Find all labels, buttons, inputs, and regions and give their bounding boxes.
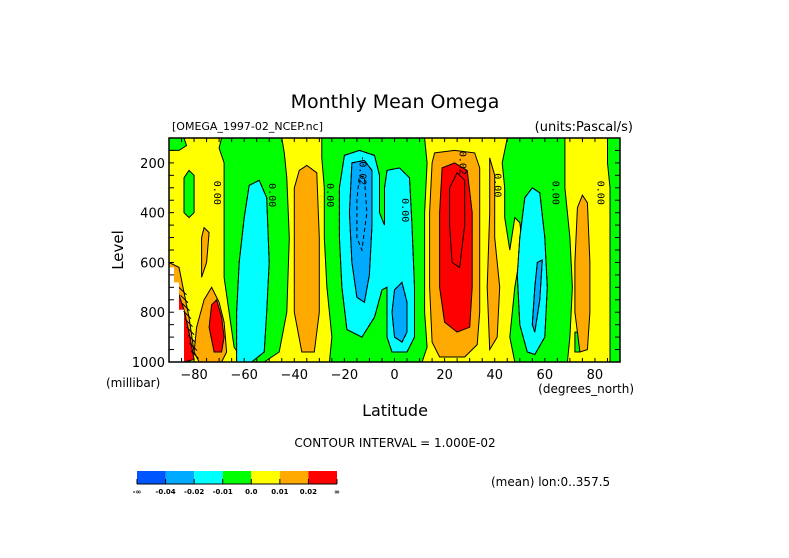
legend-swatch — [222, 471, 252, 484]
y-tick-label: 800 — [140, 306, 165, 321]
x-tick-labels: −80 −60 −40 −20 0 20 40 60 80 — [180, 368, 603, 383]
legend-swatch — [308, 471, 337, 484]
x-tick-label: 60 — [537, 368, 554, 383]
negative-contour-line — [391, 281, 408, 343]
contour-label: 0.02 — [457, 151, 468, 175]
legend-swatch — [279, 471, 309, 484]
negative-contour-line — [236, 179, 270, 362]
contour-interval-label: CONTOUR INTERVAL = 1.000E-02 — [294, 436, 495, 450]
contour-region-green — [169, 138, 188, 151]
contour-region-orange — [574, 194, 591, 353]
contour-label: 0.00 — [324, 183, 335, 207]
negative-contour-line — [531, 259, 543, 333]
contour-region-red — [208, 298, 225, 353]
y-units-label: (millibar) — [106, 376, 160, 390]
negative-contour-line — [338, 149, 415, 353]
legend-label: -0.01 — [213, 488, 233, 496]
legend-label: -0.04 — [155, 488, 175, 496]
mean-label: (mean) lon:0..357.5 — [491, 475, 610, 489]
legend-label: -0.02 — [184, 488, 204, 496]
y-tick-label: 1000 — [132, 356, 165, 371]
contour-label: 0.00 — [399, 198, 410, 222]
y-axis-label: Level — [109, 230, 127, 270]
dense-contour-line — [180, 294, 189, 304]
contour-region-red — [439, 162, 473, 333]
y-tick-label: 200 — [140, 157, 165, 172]
dense-contour-line — [189, 342, 198, 351]
x-tick-label: 20 — [436, 368, 453, 383]
x-tick-label: 80 — [587, 368, 604, 383]
x-tick-label: −40 — [281, 368, 308, 383]
chart-title: Monthly Mean Omega — [291, 91, 500, 113]
units-label: (units:Pascal/s) — [535, 120, 633, 135]
x-tick-label: 0 — [390, 368, 398, 383]
legend-label: 0.0 — [245, 488, 258, 496]
contour-label: -0.02 — [356, 155, 367, 185]
contour-region-orange — [201, 226, 210, 278]
x-tick-label: −20 — [331, 368, 358, 383]
legend-swatch — [251, 471, 280, 484]
y-tick-labels: 200 400 600 800 1000 — [132, 157, 165, 371]
contour-fill-regions — [169, 138, 620, 362]
x-units-label: (degrees_north) — [538, 382, 634, 396]
color-legend: -∞ -0.04 -0.02 -0.01 0.0 0.01 0.02 ∞ — [133, 471, 340, 496]
contour-label: 0.00 — [549, 181, 560, 205]
dense-contour-line — [178, 286, 187, 296]
contour-label: 0.00 — [595, 181, 606, 205]
legend-swatch — [137, 471, 166, 484]
x-tick-label: −80 — [180, 368, 207, 383]
x-axis-label: Latitude — [362, 401, 428, 420]
contour-region-green — [607, 138, 620, 362]
x-tick-label: −60 — [230, 368, 257, 383]
file-label: [OMEGA_1997-02_NCEP.nc] — [172, 120, 323, 133]
contour-region-orange — [486, 157, 501, 352]
dense-contour-line — [190, 350, 199, 359]
legend-swatch — [194, 471, 223, 484]
dense-contour-line — [183, 310, 192, 320]
dense-contour-line — [181, 302, 190, 312]
positive-contour-line — [449, 171, 466, 269]
y-tick-label: 600 — [140, 256, 165, 271]
legend-label: ∞ — [334, 488, 340, 496]
legend-label: 0.01 — [271, 488, 288, 496]
contour-label: 0.00 — [492, 173, 503, 197]
dense-contour-line — [186, 326, 195, 335]
contour-region-green — [183, 169, 195, 219]
contour-lines — [178, 149, 548, 362]
contour-region-orange — [293, 164, 320, 353]
contour-label: 0.00 — [266, 183, 277, 207]
dense-contour-line — [187, 334, 196, 343]
contour-region-white — [169, 267, 184, 362]
y-tick-label: 400 — [140, 207, 165, 222]
contour-label: 0.00 — [211, 181, 222, 205]
negative-contour-line — [356, 174, 368, 252]
legend-swatch — [165, 471, 195, 484]
contour-labels: 0.00 0.00 0.00 -0.02 0.00 0.02 0.00 0.00 0.00 — [211, 151, 605, 222]
legend-label: 0.02 — [300, 488, 317, 496]
negative-contour-line — [348, 159, 373, 304]
axis-ticks — [168, 137, 621, 363]
negative-contour-line — [516, 187, 548, 356]
legend-label: -∞ — [133, 488, 142, 496]
x-tick-label: 40 — [486, 368, 503, 383]
dense-contour-line — [184, 318, 193, 328]
